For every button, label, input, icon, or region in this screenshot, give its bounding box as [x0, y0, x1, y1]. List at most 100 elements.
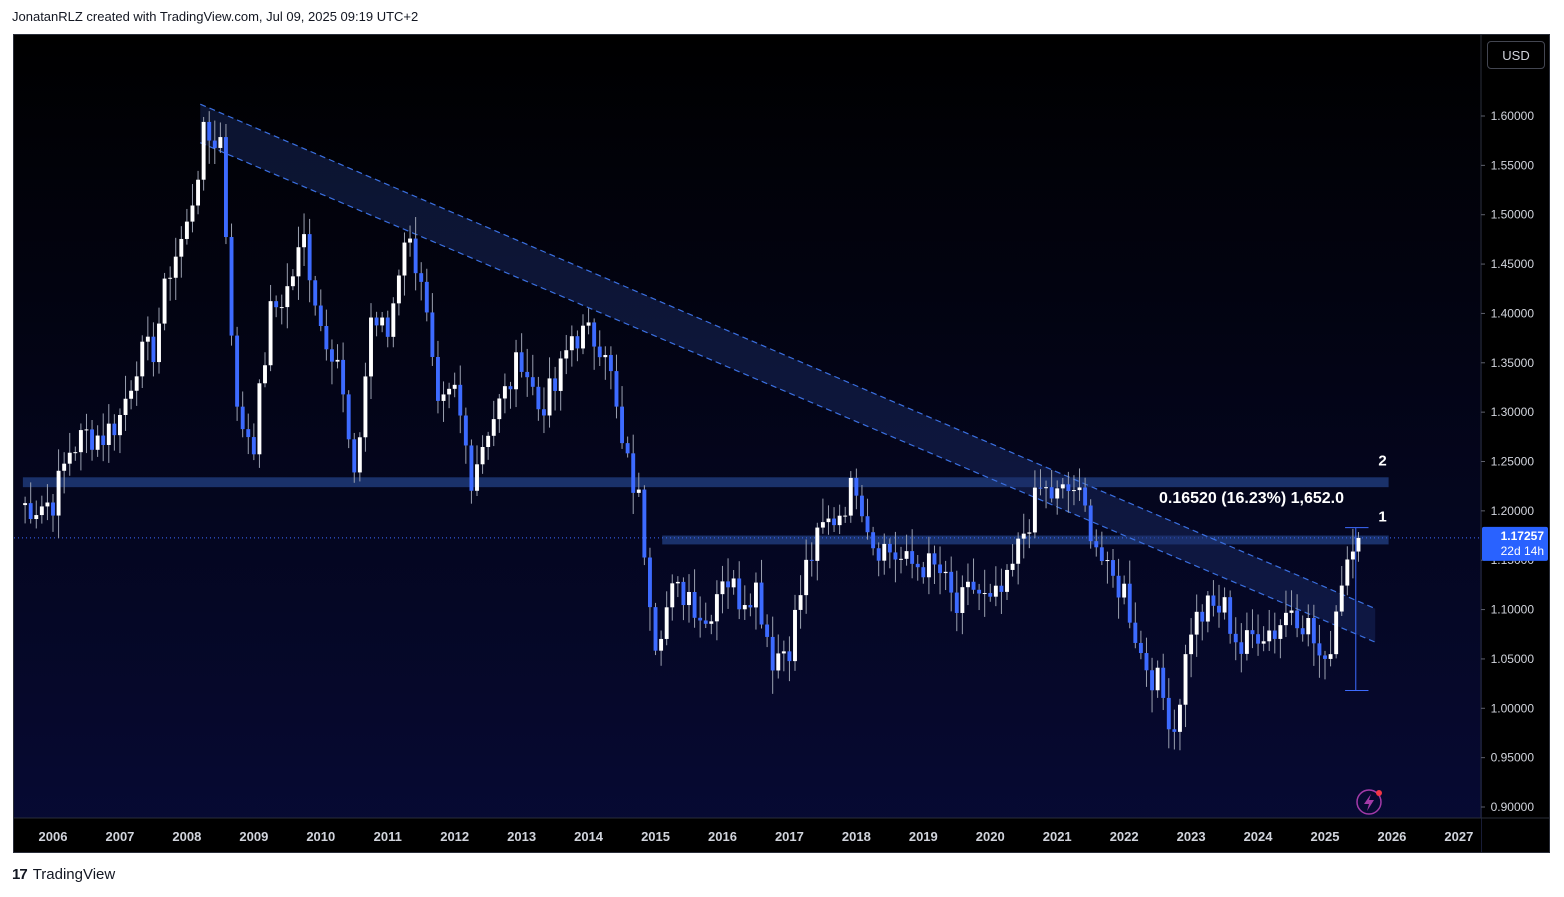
- candle-body: [369, 317, 373, 377]
- candle-body: [201, 121, 206, 180]
- x-tick-label: 2020: [976, 829, 1005, 844]
- candle-body: [698, 617, 703, 621]
- x-tick-label: 2017: [775, 829, 804, 844]
- candle-body: [1345, 559, 1350, 586]
- candle-body: [1111, 560, 1115, 576]
- candle-body: [1122, 583, 1127, 598]
- price-axis-bg: [1482, 35, 1549, 852]
- candle-body: [157, 323, 161, 363]
- candle-body: [67, 452, 72, 464]
- candle-body: [586, 322, 591, 326]
- candle-body: [56, 470, 61, 516]
- candle-body: [681, 581, 686, 606]
- candle-body: [84, 429, 89, 431]
- x-tick-label: 2011: [374, 829, 402, 844]
- lightning-icon: [1356, 789, 1382, 815]
- candle-body: [631, 453, 636, 493]
- candle-body: [452, 384, 457, 389]
- candle-body: [1049, 487, 1054, 499]
- candle-body: [798, 595, 803, 610]
- candle-body: [491, 419, 496, 436]
- candle-body: [859, 495, 864, 517]
- candle-body: [731, 578, 736, 588]
- candle-body: [647, 557, 652, 608]
- candle-body: [1094, 541, 1099, 548]
- candle-body: [1295, 610, 1300, 629]
- axes-layer: 1.60000 1.55000 1.50000 1.45000 1.40000 1.350…: [14, 35, 1549, 852]
- candle-body: [324, 326, 329, 350]
- candle-body: [921, 567, 926, 578]
- candle-body: [1328, 654, 1333, 659]
- candle-body: [1044, 487, 1049, 489]
- candle-body: [391, 303, 396, 337]
- candle-body: [1127, 583, 1132, 623]
- candle-body: [826, 518, 831, 523]
- candle-body: [1027, 532, 1032, 534]
- candle-body: [335, 359, 340, 362]
- candle-body: [871, 532, 876, 549]
- candle-body: [469, 445, 474, 491]
- channel-lower-line: [200, 142, 1376, 643]
- candle-body: [965, 581, 970, 588]
- candle-body: [1228, 597, 1233, 634]
- y-tick-label: 0.90000: [1491, 800, 1535, 814]
- candle-body: [346, 394, 351, 440]
- candle-body: [196, 179, 201, 206]
- candle-body: [318, 305, 323, 327]
- candle-body: [1088, 505, 1093, 542]
- candle-body: [502, 386, 507, 399]
- candle-body: [670, 583, 675, 608]
- candle-body: [251, 437, 256, 455]
- trend-channel-layer: [200, 103, 1376, 643]
- candle-body: [290, 276, 295, 287]
- candle-body: [642, 489, 647, 558]
- candle-body: [781, 651, 786, 654]
- candle-body: [1077, 487, 1082, 491]
- candle-body: [1166, 697, 1171, 730]
- candle-body: [820, 522, 825, 528]
- candle-body: [564, 350, 569, 359]
- candle-body: [296, 247, 301, 277]
- candle-body: [1300, 628, 1305, 635]
- y-tick-label: 0.95000: [1491, 751, 1535, 765]
- candle-body: [145, 336, 150, 342]
- candle-body: [737, 578, 742, 610]
- candle-body: [687, 592, 691, 606]
- candle-body: [575, 336, 580, 349]
- candle-body: [1205, 595, 1210, 622]
- candle-body: [692, 592, 697, 618]
- chart-header: JonatanRLZ created with TradingView.com,…: [12, 9, 419, 24]
- candle-body: [240, 406, 245, 430]
- last-price-value: 1.17257: [1501, 529, 1545, 543]
- candle-body: [770, 636, 775, 671]
- x-tick-label: 2026: [1377, 829, 1406, 844]
- candle-body: [463, 415, 468, 446]
- candle-body: [915, 563, 920, 568]
- candle-body: [748, 605, 753, 608]
- candle-body: [793, 609, 797, 662]
- candle-body: [759, 582, 764, 625]
- candle-body: [363, 376, 368, 438]
- candle-body: [910, 551, 915, 564]
- candle-body: [413, 238, 418, 274]
- candle-body: [971, 581, 976, 590]
- chart-background: [14, 35, 1549, 852]
- candle-body: [1032, 487, 1037, 533]
- zone-1: [662, 535, 1389, 545]
- candle-body: [1211, 595, 1216, 606]
- chart-canvas[interactable]: 21 0.16520 (16.23%) 1,652.0 1.600001.550…: [14, 35, 1550, 853]
- candle-body: [1239, 642, 1244, 654]
- candle-body: [949, 571, 954, 593]
- candle-body: [1005, 569, 1009, 592]
- currency-button[interactable]: USD: [1487, 41, 1545, 69]
- candle-body: [977, 589, 982, 594]
- y-tick-label: 1.00000: [1491, 701, 1535, 715]
- candle-body: [1339, 585, 1344, 612]
- x-tick-label: 2013: [507, 829, 536, 844]
- x-tick-label: 2027: [1444, 829, 1473, 844]
- channel-upper-line: [200, 103, 1376, 610]
- candle-body: [899, 558, 903, 560]
- x-tick-label: 2025: [1311, 829, 1340, 844]
- y-tick-label: 1.05000: [1491, 652, 1535, 666]
